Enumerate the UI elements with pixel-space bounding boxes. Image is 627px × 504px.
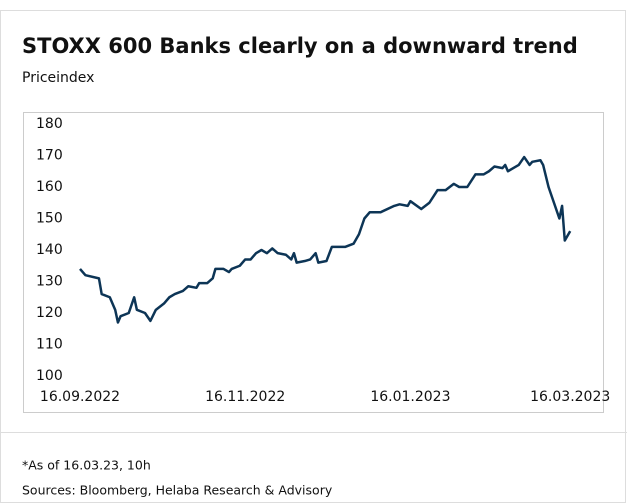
- y-tick-label: 100: [36, 368, 63, 384]
- chart-subtitle: Priceindex: [22, 70, 94, 86]
- y-tick-label: 130: [36, 274, 63, 290]
- y-tick-label: 170: [36, 148, 63, 164]
- x-tick-label: 16.09.2022: [40, 389, 120, 405]
- y-tick-label: 120: [36, 305, 63, 321]
- line-series: [79, 155, 572, 324]
- y-tick-label: 180: [36, 116, 63, 132]
- y-tick-label: 110: [36, 337, 63, 353]
- chart-title: STOXX 600 Banks clearly on a downward tr…: [22, 34, 578, 58]
- x-tick-label: 16.03.2023: [530, 389, 610, 405]
- y-tick-label: 150: [36, 211, 63, 227]
- y-tick-label: 140: [36, 242, 63, 258]
- source: Sources: Bloomberg, Helaba Research & Ad…: [22, 483, 333, 498]
- footnote: *As of 16.03.23, 10h: [22, 458, 151, 473]
- plot-frame: [23, 112, 604, 413]
- x-tick-label: 16.01.2023: [370, 389, 450, 405]
- x-tick-label: 16.11.2022: [205, 389, 285, 405]
- y-tick-label: 160: [36, 179, 63, 195]
